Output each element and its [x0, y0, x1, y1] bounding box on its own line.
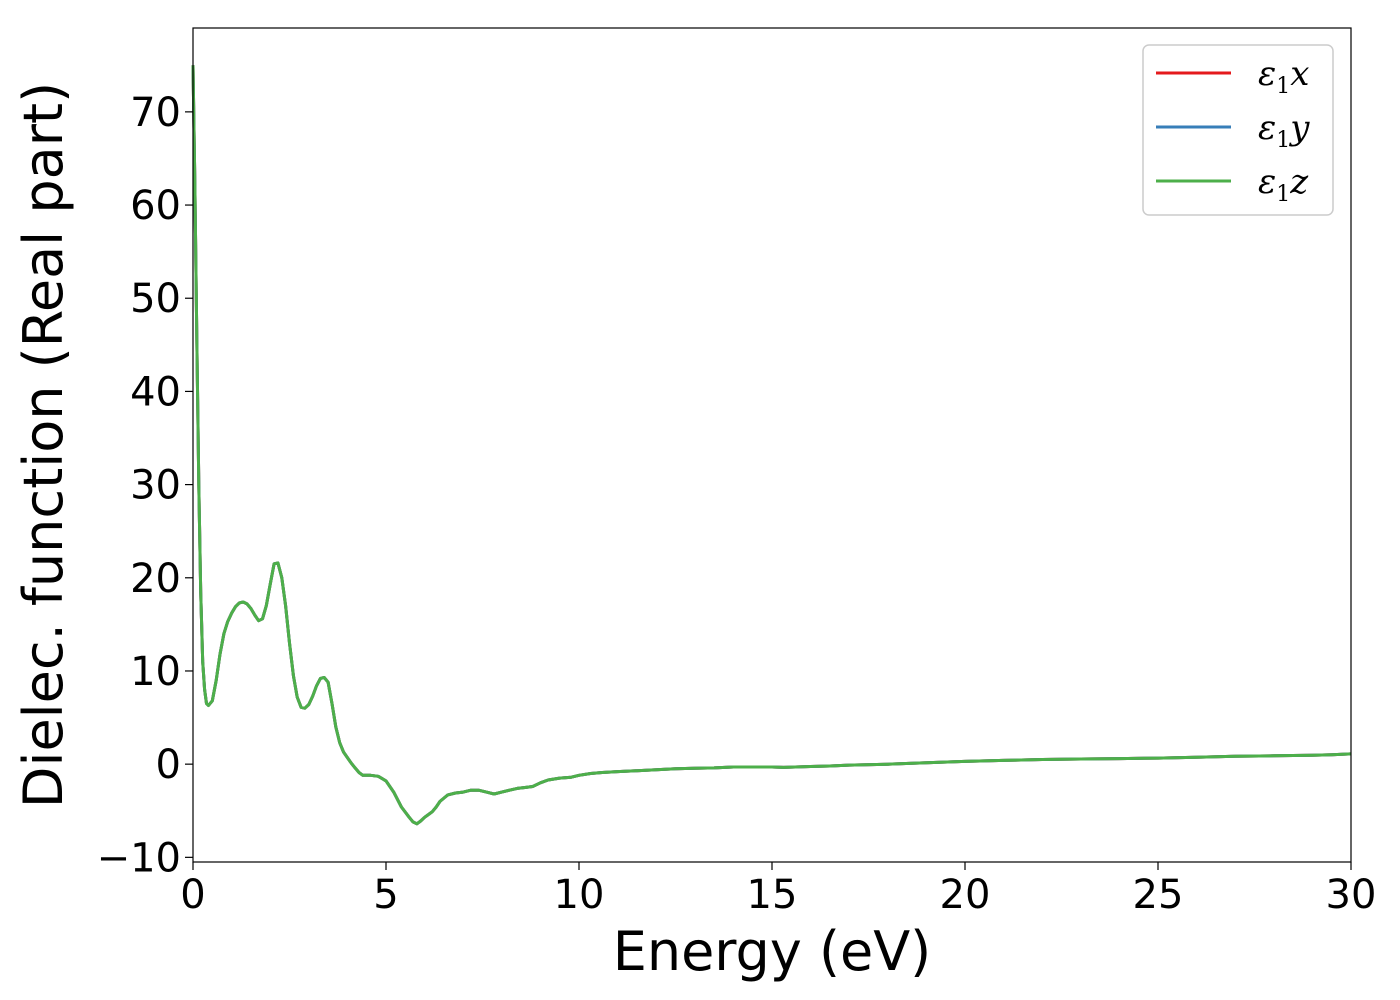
x-axis: 0 5 10 15 20 25 30	[180, 862, 1376, 918]
y-tick-label: 70	[130, 90, 181, 136]
y-tick-label: 60	[130, 183, 181, 229]
x-tick-label: 30	[1326, 872, 1377, 918]
legend-label: ε1z	[1258, 162, 1309, 207]
y-tick-label: 40	[130, 369, 181, 415]
x-tick-label: 10	[554, 872, 605, 918]
y-axis: −10 0 10 20 30 40 50 60 70	[97, 90, 193, 881]
y-tick-label: 50	[130, 276, 181, 322]
y-tick-label: 0	[156, 742, 181, 788]
x-tick-label: 25	[1133, 872, 1184, 918]
y-tick-label: 10	[130, 649, 181, 695]
legend-box	[1142, 44, 1334, 216]
y-axis-label: Dielec. function (Real part)	[12, 82, 75, 808]
legend: ε1x ε1y ε1z	[1142, 44, 1334, 216]
x-axis-label: Energy (eV)	[613, 920, 932, 983]
y-tick-label: 30	[130, 463, 181, 509]
y-tick-label: −10	[97, 835, 181, 881]
legend-label: ε1x	[1258, 54, 1309, 99]
x-tick-label: 15	[747, 872, 798, 918]
series-line-3	[191, 65, 1352, 826]
legend-label: ε1y	[1258, 108, 1310, 153]
x-tick-label: 20	[940, 872, 991, 918]
y-tick-label: 20	[130, 556, 181, 602]
x-tick-label: 0	[180, 872, 205, 918]
series-layer	[191, 65, 1352, 826]
x-tick-label: 5	[373, 872, 398, 918]
